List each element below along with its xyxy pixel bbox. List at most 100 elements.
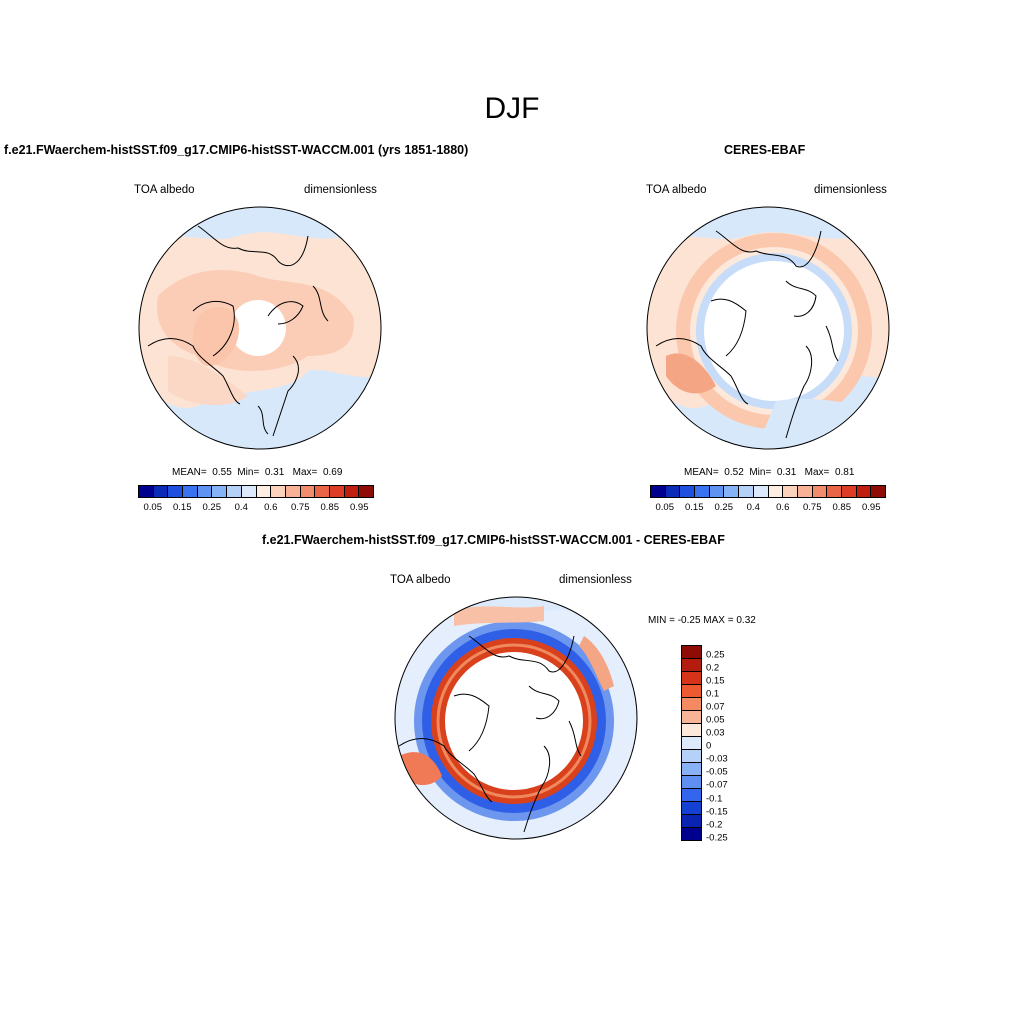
- colorbar-tick-label: -0.03: [706, 753, 728, 765]
- obs-colorbar: [650, 485, 886, 498]
- colorbar-swatch: [139, 486, 154, 497]
- colorbar-swatch: [271, 486, 286, 497]
- colorbar-tick-label: -0.25: [706, 832, 728, 844]
- colorbar-tick-label: 0.25: [706, 649, 725, 661]
- colorbar-swatch: [682, 711, 701, 724]
- obs-units-label: dimensionless: [814, 184, 887, 196]
- colorbar-swatch: [871, 486, 885, 497]
- colorbar-tick-label: 0.05: [706, 714, 725, 726]
- colorbar-swatch: [680, 486, 696, 497]
- colorbar-tick-label: -0.1: [706, 793, 723, 805]
- colorbar-tick-label: 0.03: [706, 727, 725, 739]
- colorbar-swatch: [797, 486, 813, 497]
- colorbar-tick-label: 0.25: [714, 502, 734, 513]
- colorbar-swatch: [344, 486, 360, 497]
- colorbar-swatch: [682, 698, 701, 711]
- colorbar-swatch: [682, 724, 701, 737]
- model-min-value: 0.31: [264, 467, 285, 478]
- colorbar-swatch: [695, 486, 710, 497]
- colorbar-swatch: [256, 486, 272, 497]
- colorbar-swatch: [329, 486, 345, 497]
- obs-variable-label: TOA albedo: [646, 184, 707, 196]
- colorbar-tick-label: -0.15: [706, 806, 728, 818]
- model-max-value: 0.69: [322, 467, 343, 478]
- colorbar-swatch: [665, 486, 681, 497]
- colorbar-swatch: [227, 486, 242, 497]
- model-mean-value: 0.55: [212, 467, 232, 478]
- obs-max-value: 0.81: [834, 467, 855, 478]
- model-mean-label: MEAN=: [172, 467, 207, 478]
- colorbar-tick-label: 0.4: [746, 502, 760, 513]
- colorbar-swatch: [315, 486, 330, 497]
- colorbar-swatch: [682, 776, 701, 789]
- colorbar-tick-label: 0.15: [706, 675, 725, 687]
- colorbar-tick-label: 0.07: [706, 701, 725, 713]
- model-panel-title: f.e21.FWaerchem-histSST.f09_g17.CMIP6-hi…: [4, 143, 469, 157]
- colorbar-tick-label: 0.1: [706, 688, 720, 700]
- colorbar-swatch: [682, 789, 701, 802]
- diff-units-label: dimensionless: [559, 574, 632, 586]
- colorbar-tick-label: 0.95: [862, 502, 881, 513]
- diff-variable-label: TOA albedo: [390, 574, 451, 586]
- diff-colorbar-ticks: 0.25 0.2 0.15 0.1 0.07 0.05 0.03 0 -0.03 -0.05 -0.…: [706, 645, 746, 844]
- colorbar-tick-label: 0.6: [264, 502, 278, 513]
- colorbar-swatch: [682, 646, 701, 659]
- colorbar-swatch: [753, 486, 769, 497]
- colorbar-tick-label: 0.75: [803, 502, 822, 513]
- model-colorbar: [138, 485, 374, 498]
- colorbar-swatch: [168, 486, 184, 497]
- colorbar-tick-label: 0.15: [685, 502, 704, 513]
- model-variable-label: TOA albedo: [134, 184, 195, 196]
- colorbar-tick-label: 0: [706, 740, 712, 752]
- colorbar-swatch: [841, 486, 857, 497]
- model-stats: MEAN= 0.55 Min= 0.31 Max= 0.69: [172, 467, 342, 478]
- colorbar-swatch: [682, 763, 701, 776]
- obs-mean-label: MEAN=: [684, 467, 719, 478]
- obs-panel-title: CERES-EBAF: [724, 143, 806, 157]
- colorbar-swatch: [812, 486, 828, 497]
- colorbar-tick-label: -0.05: [706, 766, 728, 778]
- colorbar-swatch: [768, 486, 784, 497]
- diff-minmax: MIN = -0.25 MAX = 0.32: [648, 615, 756, 626]
- colorbar-swatch: [724, 486, 740, 497]
- colorbar-tick-label: 0.2: [706, 662, 720, 674]
- colorbar-tick-label: -0.07: [706, 779, 728, 791]
- colorbar-swatch: [682, 815, 701, 828]
- colorbar-swatch: [241, 486, 257, 497]
- model-polar-map: [138, 206, 382, 450]
- colorbar-swatch: [682, 802, 701, 815]
- colorbar-swatch: [359, 486, 373, 497]
- colorbar-swatch: [682, 659, 701, 672]
- model-max-label: Max=: [292, 467, 318, 478]
- colorbar-tick-label: 0.25: [202, 502, 222, 513]
- colorbar-tick-label: 0.15: [173, 502, 192, 513]
- colorbar-swatch: [300, 486, 316, 497]
- diff-polar-map: [394, 596, 638, 840]
- model-colorbar-ticks: 0.05 0.15 0.25 0.4 0.6 0.75 0.85 0.95: [138, 502, 374, 514]
- colorbar-tick-label: 0.4: [234, 502, 248, 513]
- colorbar-swatch: [739, 486, 754, 497]
- colorbar-swatch: [183, 486, 198, 497]
- colorbar-tick-label: -0.2: [706, 819, 723, 831]
- colorbar-swatch: [285, 486, 301, 497]
- model-units-label: dimensionless: [304, 184, 377, 196]
- obs-mean-value: 0.52: [724, 467, 744, 478]
- obs-min-value: 0.31: [776, 467, 797, 478]
- colorbar-tick-label: 0.6: [776, 502, 790, 513]
- obs-colorbar-ticks: 0.05 0.15 0.25 0.4 0.6 0.75 0.85 0.95: [650, 502, 886, 514]
- diff-colorbar: [681, 645, 702, 841]
- colorbar-tick-label: 0.05: [655, 502, 675, 513]
- colorbar-swatch: [197, 486, 213, 497]
- obs-stats: MEAN= 0.52 Min= 0.31 Max= 0.81: [684, 467, 854, 478]
- obs-max-label: Max=: [804, 467, 830, 478]
- colorbar-tick-label: 0.85: [832, 502, 852, 513]
- colorbar-swatch: [682, 737, 701, 750]
- colorbar-swatch: [827, 486, 842, 497]
- colorbar-swatch: [682, 828, 701, 840]
- colorbar-tick-label: 0.85: [320, 502, 340, 513]
- figure-title: DJF: [484, 92, 540, 125]
- model-min-label: Min=: [237, 467, 260, 478]
- colorbar-tick-label: 0.95: [350, 502, 369, 513]
- obs-polar-map: [646, 206, 890, 450]
- obs-min-label: Min=: [749, 467, 772, 478]
